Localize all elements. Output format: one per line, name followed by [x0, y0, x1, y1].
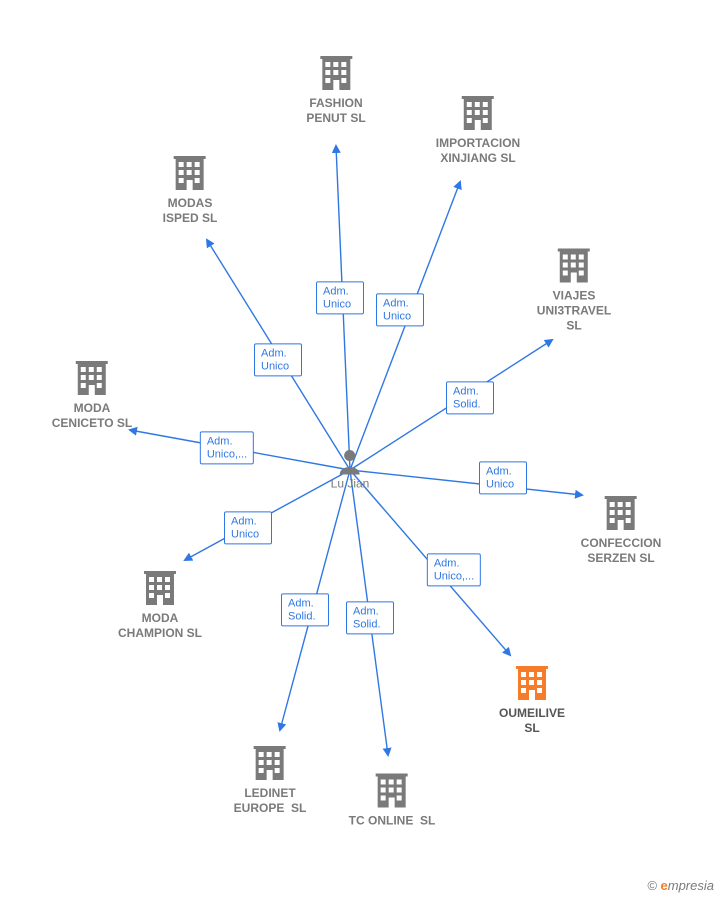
person-icon — [339, 449, 361, 475]
building-icon — [143, 569, 177, 607]
edge-label: Adm.Unico,... — [427, 553, 481, 586]
brand-e-icon: e — [661, 878, 668, 893]
company-label: IMPORTACION XINJIANG SL — [436, 136, 520, 166]
company-label: MODAS ISPED SL — [163, 196, 218, 226]
building-icon — [75, 359, 109, 397]
brand-name: mpresia — [668, 878, 714, 893]
company-node-ceniceto[interactable]: MODA CENICETO SL — [52, 359, 132, 431]
center-person-label: Lu Jian — [331, 477, 370, 492]
building-icon — [515, 664, 549, 702]
company-label: FASHION PENUT SL — [306, 96, 365, 126]
building-icon — [375, 772, 409, 810]
edge-label: Adm.Unico — [254, 343, 302, 376]
company-label: MODA CENICETO SL — [52, 401, 132, 431]
company-node-oumeilive[interactable]: OUMEILIVE SL — [499, 664, 565, 736]
company-node-confeccion[interactable]: CONFECCION SERZEN SL — [581, 494, 662, 566]
company-label: LEDINET EUROPE SL — [234, 786, 307, 816]
company-label: VIAJES UNI3TRAVEL SL — [537, 289, 611, 334]
edge-label: Adm.Unico — [224, 511, 272, 544]
edge-label: Adm.Unico,... — [200, 431, 254, 464]
building-icon — [319, 54, 353, 92]
company-label: MODA CHAMPION SL — [118, 611, 202, 641]
company-node-fashion[interactable]: FASHION PENUT SL — [306, 54, 365, 126]
building-icon — [604, 494, 638, 532]
company-node-modas[interactable]: MODAS ISPED SL — [163, 154, 218, 226]
building-icon — [253, 744, 287, 782]
edge-label: Adm.Unico — [479, 461, 527, 494]
company-label: OUMEILIVE SL — [499, 706, 565, 736]
watermark: © empresia — [647, 878, 714, 893]
edge-label: Adm.Solid. — [346, 601, 394, 634]
edge-label: Adm.Unico — [376, 293, 424, 326]
company-label: CONFECCION SERZEN SL — [581, 536, 662, 566]
copyright-symbol: © — [647, 878, 657, 893]
company-node-importacion[interactable]: IMPORTACION XINJIANG SL — [436, 94, 520, 166]
company-label: TC ONLINE SL — [349, 814, 436, 829]
company-node-champion[interactable]: MODA CHAMPION SL — [118, 569, 202, 641]
company-node-viajes[interactable]: VIAJES UNI3TRAVEL SL — [537, 247, 611, 334]
center-person-node[interactable]: Lu Jian — [331, 449, 370, 492]
edge-label: Adm.Solid. — [446, 381, 494, 414]
building-icon — [461, 94, 495, 132]
building-icon — [557, 247, 591, 285]
company-node-tconline[interactable]: TC ONLINE SL — [349, 772, 436, 829]
building-icon — [173, 154, 207, 192]
edge-label: Adm.Unico — [316, 281, 364, 314]
company-node-ledinet[interactable]: LEDINET EUROPE SL — [234, 744, 307, 816]
edge-label: Adm.Solid. — [281, 593, 329, 626]
edge-line — [350, 470, 582, 495]
